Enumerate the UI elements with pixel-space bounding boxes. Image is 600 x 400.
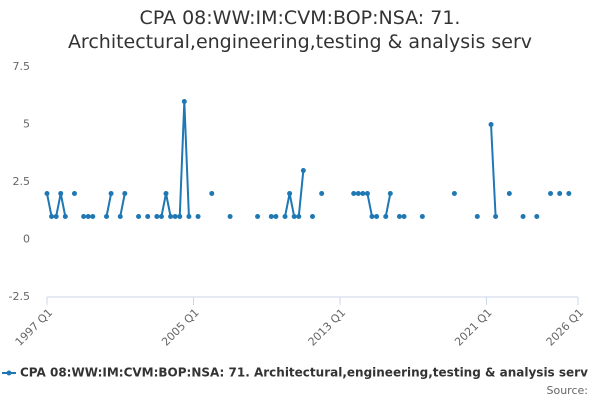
point [53, 214, 59, 219]
point [177, 214, 183, 219]
point [122, 191, 128, 196]
x-tick-label: 2005 Q1 [159, 306, 202, 349]
point [44, 191, 50, 196]
point [355, 191, 361, 196]
point [58, 191, 64, 196]
point [383, 214, 389, 219]
point [300, 168, 306, 173]
point [287, 191, 293, 196]
point [117, 214, 123, 219]
point [85, 214, 91, 219]
source: Source: [547, 384, 589, 397]
point [81, 214, 87, 219]
point [104, 214, 110, 219]
point [310, 214, 315, 219]
point [319, 191, 325, 196]
point [488, 122, 494, 127]
series-line [47, 102, 569, 217]
point [493, 214, 499, 219]
point [419, 214, 425, 219]
point [548, 191, 554, 196]
point [209, 191, 215, 196]
y-tick-label: -2.5 [9, 290, 30, 303]
point [172, 214, 178, 219]
chart-title: CPA 08:WW:IM:CVM:BOP:NSA: 71. Architectu… [67, 7, 533, 53]
point [255, 214, 261, 219]
point [387, 191, 393, 196]
point [296, 214, 302, 219]
point [273, 214, 279, 219]
y-tick-label: 7.5 [13, 60, 31, 73]
y-tick-label: 0 [23, 233, 30, 246]
legend-symbol-dot [6, 370, 12, 376]
point [227, 214, 233, 219]
point [369, 214, 375, 219]
point [136, 214, 142, 219]
x-tick-label: 1997 Q1 [13, 306, 56, 349]
legend-label[interactable]: CPA 08:WW:IM:CVM:BOP:NSA: 71. Architectu… [20, 366, 588, 380]
point [557, 191, 563, 196]
point [181, 99, 187, 104]
point [351, 191, 357, 196]
point [71, 191, 77, 196]
point [506, 191, 512, 196]
y-tick-label: 5 [23, 118, 30, 131]
point [154, 214, 160, 219]
point [282, 214, 288, 219]
point [108, 191, 114, 196]
point [401, 214, 407, 219]
point [186, 214, 192, 219]
point [195, 214, 201, 219]
point [90, 214, 96, 219]
x-tick-label: 2026 Q1 [544, 306, 587, 349]
point [396, 214, 402, 219]
point [364, 191, 370, 196]
point [49, 214, 55, 219]
x-tick-label: 2021 Q1 [452, 306, 495, 349]
point [168, 214, 174, 219]
y-tick-label: 2.5 [13, 175, 31, 188]
x-tick-label: 2013 Q1 [306, 306, 349, 349]
point [474, 214, 480, 219]
point [145, 214, 151, 219]
point [268, 214, 274, 219]
point [360, 191, 366, 196]
point [451, 191, 457, 196]
point [62, 214, 68, 219]
point [291, 214, 297, 219]
point [158, 214, 164, 219]
point [374, 214, 380, 219]
point [534, 214, 540, 219]
point [520, 214, 526, 219]
point [566, 191, 572, 196]
point [163, 191, 169, 196]
